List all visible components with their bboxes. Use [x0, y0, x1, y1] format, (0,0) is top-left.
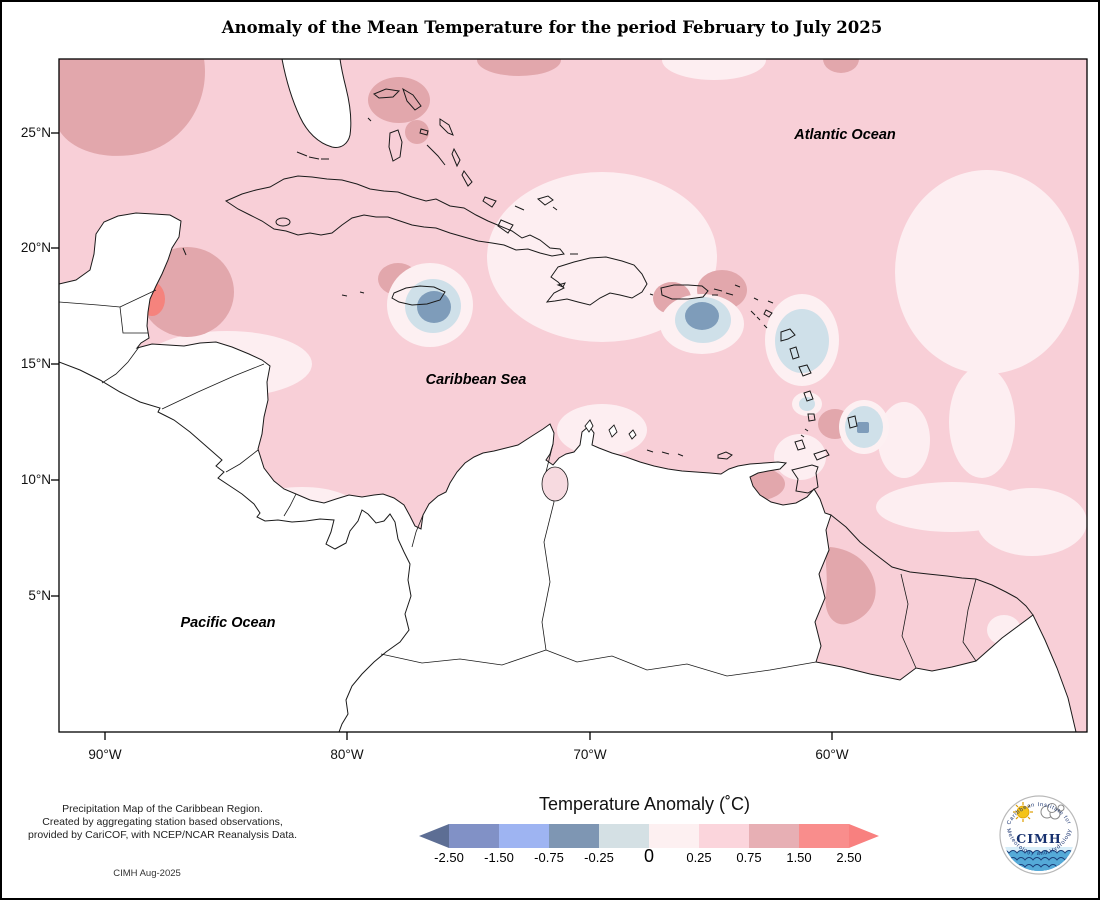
- cloud-icon: [1040, 803, 1065, 820]
- lat-tick-10n: 10°N: [20, 472, 51, 487]
- credits-line-1: Precipitation Map of the Caribbean Regio…: [62, 803, 263, 815]
- lat-tick-15n: 15°N: [20, 356, 51, 371]
- anomaly-field: Atlantic Ocean Caribbean Sea Pacific Oce…: [59, 59, 1087, 732]
- legend-tick-neg250: -2.50: [434, 850, 464, 865]
- lon-tick-70w: 70°W: [573, 747, 607, 762]
- legend-arrow-right: [849, 824, 879, 848]
- axis-ticks: [51, 132, 833, 740]
- florida: [281, 59, 352, 148]
- lon-tick-80w: 80°W: [330, 747, 364, 762]
- legend-tick-neg150: -1.50: [484, 850, 514, 865]
- page-title: Anomaly of the Mean Temperature for the …: [221, 18, 883, 37]
- legend-colorbar: [419, 824, 879, 848]
- cuba: [224, 175, 565, 257]
- caribbean-sea-label: Caribbean Sea: [426, 372, 527, 388]
- atlantic-ocean-label: Atlantic Ocean: [793, 127, 896, 143]
- lake-maracaibo: [541, 466, 569, 502]
- pacific-ocean-label: Pacific Ocean: [180, 615, 275, 631]
- legend-tick-neg075: -0.75: [534, 850, 564, 865]
- legend-tick-neg025: -0.25: [584, 850, 614, 865]
- cimh-logo: CIMH Caribbean Institute for Meteorology…: [999, 795, 1079, 875]
- bahamas: [367, 87, 558, 234]
- legend-tick-150: 1.50: [786, 850, 812, 865]
- sun-icon: [1013, 802, 1033, 822]
- guiana-coastline: [830, 514, 1034, 616]
- lon-tick-60w: 60°W: [815, 747, 849, 762]
- lat-tick-25n: 25°N: [20, 125, 51, 140]
- legend-tick-075: 0.75: [736, 850, 762, 865]
- legend-arrow-left: [419, 824, 449, 848]
- map-frame: [58, 58, 1088, 733]
- legend-tick-zero: 0: [643, 846, 654, 866]
- logo-acronym: CIMH: [1016, 831, 1061, 846]
- legend-title: Temperature Anomaly (˚C): [538, 794, 751, 814]
- lat-tick-5n: 5°N: [28, 588, 51, 603]
- lesser-antilles: [646, 284, 858, 494]
- credits-line-3: provided by CariCOF, with NCEP/NCAR Rean…: [27, 829, 297, 841]
- legend-tick-025: 0.25: [686, 850, 712, 865]
- pacific-coastline: [59, 361, 412, 732]
- credits-line-2: Created by aggregating station based obs…: [42, 816, 283, 828]
- legend-tick-250: 2.50: [836, 850, 862, 865]
- issue-stamp: CIMH Aug-2025: [113, 868, 181, 879]
- abc-islands: [584, 419, 637, 440]
- lon-tick-90w: 90°W: [88, 747, 122, 762]
- lat-tick-20n: 20°N: [20, 240, 51, 255]
- mainland-landmass: [59, 212, 1077, 732]
- credits-text: Precipitation Map of the Caribbean Regio…: [20, 803, 305, 842]
- puerto-rico: [660, 284, 709, 300]
- hispaniola: [545, 256, 648, 306]
- jamaica: [391, 285, 446, 306]
